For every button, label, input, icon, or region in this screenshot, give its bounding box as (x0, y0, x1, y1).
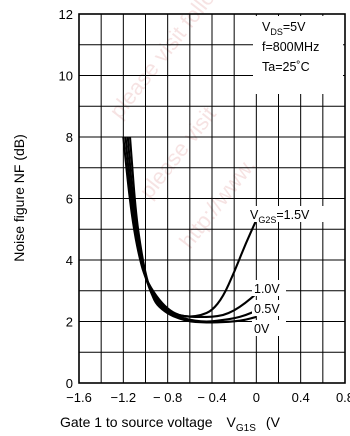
y-tick-label: 10 (59, 69, 73, 84)
watermark-text: please visit (134, 102, 221, 203)
conditions-box: VDS=5V f=800MHz Ta=25˚C (253, 16, 343, 94)
x-tick-label: 0.8 (336, 390, 350, 405)
series-line (128, 136, 257, 324)
y-tick-label: 4 (66, 253, 73, 268)
series-label: 0.5V (254, 302, 280, 316)
y-axis-label: Noise figure NF (dB) (11, 134, 27, 262)
series-label-background (252, 300, 286, 316)
x-tick-label: 0.4 (292, 390, 310, 405)
watermark-layer: please visit follow...http://www.please … (104, 0, 260, 253)
series-line (124, 136, 257, 318)
x-tick-label: 0 (253, 390, 260, 405)
x-axis-label-main: Gate 1 to source voltage (60, 414, 213, 430)
conditions-background (253, 16, 343, 94)
series-lines (122, 136, 258, 324)
series-line (126, 136, 257, 323)
y-tick-label: 6 (66, 192, 73, 207)
x-axis-label-unit: (V (266, 414, 281, 430)
condition-line: Ta=25˚C (262, 60, 310, 74)
x-axis-label-symbol: V (227, 414, 237, 430)
x-axis-label-subscript: G1S (236, 423, 256, 434)
watermark-text: please visit follow... (104, 0, 240, 123)
y-tick-label: 2 (66, 315, 73, 330)
series-label-background (248, 206, 344, 222)
y-tick-label: 8 (66, 130, 73, 145)
series-label-background (252, 280, 286, 296)
series-label: 0V (254, 322, 270, 336)
x-tick-label: −1.2 (110, 390, 136, 405)
series-label: VG2S=1.5V (250, 208, 310, 225)
series-label-background (252, 320, 286, 336)
condition-line: VDS=5V (262, 20, 306, 37)
x-tick-label: − 0.8 (153, 390, 182, 405)
series-labels: VG2S=1.5V 1.0V 0.5V 0V (248, 206, 344, 336)
tick-labels: 0 2 4 6 8 10 12 −1.6 −1.2 − 0.8 − 0.4 0 0.4 0.8 (59, 7, 350, 405)
y-tick-label: 12 (59, 7, 73, 22)
x-tick-label: − 0.4 (197, 390, 226, 405)
x-tick-label: −1.6 (66, 390, 92, 405)
series-label: 1.0V (254, 282, 280, 296)
y-tick-label: 0 (66, 376, 73, 391)
condition-line: f=800MHz (262, 40, 319, 54)
plot-frame (78, 13, 346, 384)
x-axis-label: Gate 1 to source voltage VG1S (V (60, 414, 281, 434)
